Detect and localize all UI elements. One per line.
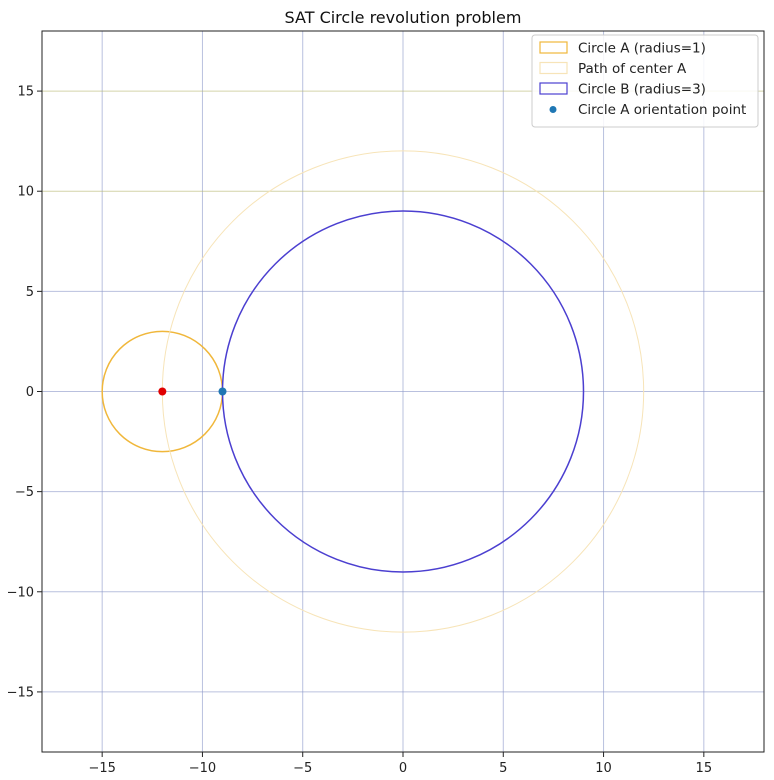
y-tick-label: 15 [17, 85, 34, 100]
x-tick-label: 5 [499, 761, 507, 776]
y-tick-label: 0 [26, 385, 34, 400]
orientation-point [218, 387, 227, 396]
y-tick-label: 10 [17, 185, 34, 200]
plot-marks [101, 150, 645, 633]
x-tick-label: 10 [595, 761, 612, 776]
legend-label-3: Circle A orientation point [578, 102, 746, 118]
legend-label-2: Circle B (radius=3) [578, 82, 706, 98]
legend-marker-3 [549, 106, 557, 113]
chart-title: SAT Circle revolution problem [285, 8, 522, 27]
legend: Circle A (radius=1) Path of center A Circl… [531, 34, 759, 128]
y-tick-label: −15 [7, 685, 34, 700]
axis-ticks: −15 −10 −5 0 5 10 15 −15 −10 −5 0 5 10 15 [7, 85, 713, 776]
center-point-0 [158, 387, 167, 396]
plot-frame [41, 30, 765, 753]
x-tick-label: 15 [696, 761, 713, 776]
y-tick-label: −10 [7, 585, 34, 600]
x-tick-label: −5 [293, 761, 312, 776]
y-tick-label: 5 [26, 285, 34, 300]
legend-swatch-0 [539, 41, 568, 54]
legend-swatch-1 [539, 61, 568, 75]
legend-swatch-2 [539, 82, 568, 95]
y-tick-label: −5 [15, 485, 34, 500]
legend-label-0: Circle A (radius=1) [578, 41, 706, 57]
legend-label-1: Path of center A [578, 61, 687, 77]
grid [42, 31, 764, 752]
x-tick-label: −10 [189, 761, 216, 776]
x-tick-label: 0 [399, 761, 407, 776]
legend-box [531, 34, 759, 128]
x-tick-label: −15 [88, 761, 115, 776]
